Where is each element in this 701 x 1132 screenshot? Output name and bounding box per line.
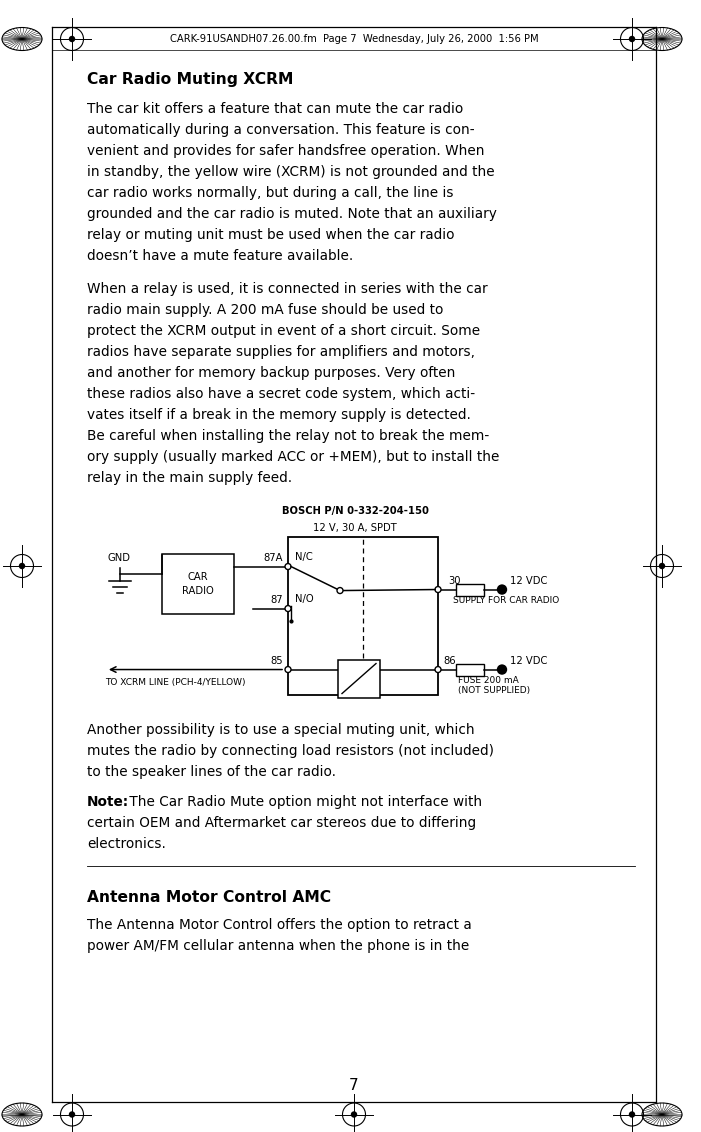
Text: 87A: 87A xyxy=(264,552,283,563)
Text: ory supply (usually marked ACC or +MEM), but to install the: ory supply (usually marked ACC or +MEM),… xyxy=(87,449,499,464)
Text: The car kit offers a feature that can mute the car radio: The car kit offers a feature that can mu… xyxy=(87,102,463,115)
Text: certain OEM and Aftermarket car stereos due to differing: certain OEM and Aftermarket car stereos … xyxy=(87,816,476,831)
Text: 12 V, 30 A, SPDT: 12 V, 30 A, SPDT xyxy=(313,523,397,532)
Text: The Antenna Motor Control offers the option to retract a: The Antenna Motor Control offers the opt… xyxy=(87,918,472,933)
Circle shape xyxy=(435,586,441,592)
Text: grounded and the car radio is muted. Note that an auxiliary: grounded and the car radio is muted. Not… xyxy=(87,207,497,221)
FancyBboxPatch shape xyxy=(162,554,234,614)
Text: vates itself if a break in the memory supply is detected.: vates itself if a break in the memory su… xyxy=(87,408,471,421)
Text: 12 VDC: 12 VDC xyxy=(510,575,547,585)
Circle shape xyxy=(629,36,635,42)
FancyBboxPatch shape xyxy=(456,663,484,676)
Text: 12 VDC: 12 VDC xyxy=(510,655,547,666)
Text: TO XCRM LINE (PCH-4/YELLOW): TO XCRM LINE (PCH-4/YELLOW) xyxy=(105,678,245,686)
Text: RADIO: RADIO xyxy=(182,585,214,595)
Text: N/O: N/O xyxy=(295,593,313,603)
Circle shape xyxy=(659,563,665,569)
Circle shape xyxy=(285,606,291,611)
Text: The Car Radio Mute option might not interface with: The Car Radio Mute option might not inte… xyxy=(125,796,482,809)
Text: power AM/FM cellular antenna when the phone is in the: power AM/FM cellular antenna when the ph… xyxy=(87,940,469,953)
Text: CARK-91USANDH07.26.00.fm  Page 7  Wednesday, July 26, 2000  1:56 PM: CARK-91USANDH07.26.00.fm Page 7 Wednesda… xyxy=(170,34,538,43)
Text: mutes the radio by connecting load resistors (not included): mutes the radio by connecting load resis… xyxy=(87,744,494,757)
Text: car radio works normally, but during a call, the line is: car radio works normally, but during a c… xyxy=(87,186,454,200)
Text: these radios also have a secret code system, which acti-: these radios also have a secret code sys… xyxy=(87,387,475,401)
Text: CAR: CAR xyxy=(188,572,208,582)
Circle shape xyxy=(497,584,508,594)
Text: Note:: Note: xyxy=(87,796,129,809)
Text: protect the XCRM output in event of a short circuit. Some: protect the XCRM output in event of a sh… xyxy=(87,324,480,337)
Text: N/C: N/C xyxy=(295,551,313,561)
Text: Antenna Motor Control AMC: Antenna Motor Control AMC xyxy=(87,891,331,906)
Circle shape xyxy=(69,36,75,42)
Text: electronics.: electronics. xyxy=(87,838,166,851)
Circle shape xyxy=(337,588,343,593)
Text: Car Radio Muting XCRM: Car Radio Muting XCRM xyxy=(87,72,294,87)
Text: in standby, the yellow wire (XCRM) is not grounded and the: in standby, the yellow wire (XCRM) is no… xyxy=(87,165,495,179)
Text: radios have separate supplies for amplifiers and motors,: radios have separate supplies for amplif… xyxy=(87,344,475,359)
Circle shape xyxy=(69,1112,75,1117)
Text: SUPPLY FOR CAR RADIO: SUPPLY FOR CAR RADIO xyxy=(453,595,559,604)
Text: 87: 87 xyxy=(271,594,283,604)
Text: radio main supply. A 200 mA fuse should be used to: radio main supply. A 200 mA fuse should … xyxy=(87,302,443,317)
Text: doesn’t have a mute feature available.: doesn’t have a mute feature available. xyxy=(87,249,353,263)
Text: When a relay is used, it is connected in series with the car: When a relay is used, it is connected in… xyxy=(87,282,488,295)
Text: automatically during a conversation. This feature is con-: automatically during a conversation. Thi… xyxy=(87,123,475,137)
FancyBboxPatch shape xyxy=(456,583,484,595)
Text: 30: 30 xyxy=(448,575,461,585)
Text: 85: 85 xyxy=(271,655,283,666)
Text: relay or muting unit must be used when the car radio: relay or muting unit must be used when t… xyxy=(87,228,454,242)
Text: BOSCH P/N 0-332-204-150: BOSCH P/N 0-332-204-150 xyxy=(282,506,428,515)
Circle shape xyxy=(285,564,291,569)
Text: to the speaker lines of the car radio.: to the speaker lines of the car radio. xyxy=(87,764,336,779)
Circle shape xyxy=(435,667,441,672)
Text: Another possibility is to use a special muting unit, which: Another possibility is to use a special … xyxy=(87,722,475,737)
Text: 7: 7 xyxy=(349,1078,359,1092)
Circle shape xyxy=(629,1112,635,1117)
Circle shape xyxy=(350,1112,358,1117)
Text: 86: 86 xyxy=(443,655,456,666)
FancyBboxPatch shape xyxy=(338,660,380,697)
Text: FUSE 200 mA
(NOT SUPPLIED): FUSE 200 mA (NOT SUPPLIED) xyxy=(458,676,530,695)
Circle shape xyxy=(497,664,508,675)
Text: relay in the main supply feed.: relay in the main supply feed. xyxy=(87,471,292,484)
Circle shape xyxy=(19,563,25,569)
FancyBboxPatch shape xyxy=(288,537,438,695)
Text: venient and provides for safer handsfree operation. When: venient and provides for safer handsfree… xyxy=(87,144,484,158)
Circle shape xyxy=(285,667,291,672)
Text: and another for memory backup purposes. Very often: and another for memory backup purposes. … xyxy=(87,366,456,379)
Text: Be careful when installing the relay not to break the mem-: Be careful when installing the relay not… xyxy=(87,429,489,443)
Text: GND: GND xyxy=(107,552,130,563)
